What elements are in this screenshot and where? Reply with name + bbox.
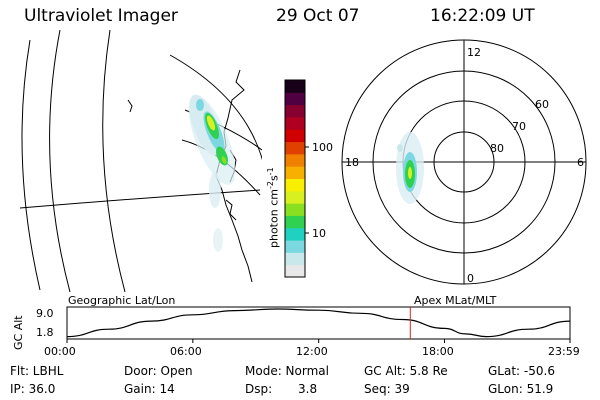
lat-arc-2 xyxy=(49,30,71,292)
lat-arc-3 xyxy=(102,30,126,292)
colorbar-cell xyxy=(285,252,305,266)
timeline-xtick-label-1: 06:00 xyxy=(170,345,202,358)
lat-arc-4 xyxy=(169,54,262,161)
status-glon: GLon: 51.9 xyxy=(488,382,554,396)
mlat-label-70: 70 xyxy=(512,120,526,133)
colorbar-cell xyxy=(285,240,305,253)
colorbar-cell xyxy=(285,141,305,155)
status-seq: Seq: 39 xyxy=(364,382,410,396)
status-flt: Flt: LBHL xyxy=(10,364,64,378)
status-mode: Mode: Normal xyxy=(245,364,329,378)
altitude-curve xyxy=(66,308,571,338)
colorbar-cell xyxy=(285,153,305,167)
header-date: 29 Oct 07 xyxy=(276,6,360,26)
polar-aurora-emission xyxy=(396,132,424,204)
status-ip: IP: 36.0 xyxy=(10,382,56,396)
lat-arc-1 xyxy=(21,39,41,291)
status-gain: Gain: 14 xyxy=(124,382,175,396)
colorbar-cell xyxy=(285,178,305,192)
timeline-xtick-label-3: 18:00 xyxy=(422,345,454,358)
timeline-xtick-label-0: 00:00 xyxy=(44,345,76,358)
timeline-ytick-high: 9.0 xyxy=(36,307,54,320)
colorbar-cell xyxy=(285,129,305,143)
mlt-label-6: 6 xyxy=(577,156,584,169)
timeline-right-label: Apex MLat/MLT xyxy=(414,294,497,307)
colorbar-cell xyxy=(285,104,305,118)
mlt-label-12: 12 xyxy=(467,46,481,59)
app-title: Ultraviolet Imager xyxy=(24,6,178,26)
colorbar-cell xyxy=(285,215,305,229)
mlt-label-0: 0 xyxy=(467,272,474,285)
coastline-bay xyxy=(225,199,237,221)
mlat-label-80: 80 xyxy=(490,142,504,155)
timeline-ytick-low: 1.8 xyxy=(36,326,54,339)
aurora-emission xyxy=(188,94,236,252)
mlt-label-18: 18 xyxy=(345,156,359,169)
timeline-xtick-label-2: 12:00 xyxy=(296,345,328,358)
status-glat: GLat: -50.6 xyxy=(488,364,555,378)
colorbar-cell xyxy=(285,190,305,204)
colorbar-tick-label-10: 10 xyxy=(312,227,326,240)
status-gc-alt: GC Alt: 5.8 Re xyxy=(364,364,448,378)
timeline-left-label: Geographic Lat/Lon xyxy=(68,294,176,307)
colorbar-cell xyxy=(285,92,305,106)
colorbar-cell xyxy=(285,227,305,241)
island-mark xyxy=(127,99,133,113)
lon-line-1 xyxy=(19,189,261,209)
colorbar-cell xyxy=(285,80,305,93)
timeline-frame xyxy=(66,306,571,340)
timeline-xtick-label-4: 23:59 xyxy=(548,345,580,358)
colorbar-cell xyxy=(285,116,305,130)
status-dsp-label: Dsp: xyxy=(245,382,273,396)
status-door: Door: Open xyxy=(124,364,193,378)
colorbar-tick-label-100: 100 xyxy=(312,141,333,154)
colorbar-cell xyxy=(285,166,305,179)
status-dsp-value: 3.8 xyxy=(298,382,318,396)
colorbar-cell xyxy=(285,264,305,278)
colorbar-cell xyxy=(285,203,305,216)
header-time: 16:22:09 UT xyxy=(430,6,535,26)
mlat-label-60: 60 xyxy=(535,98,549,111)
